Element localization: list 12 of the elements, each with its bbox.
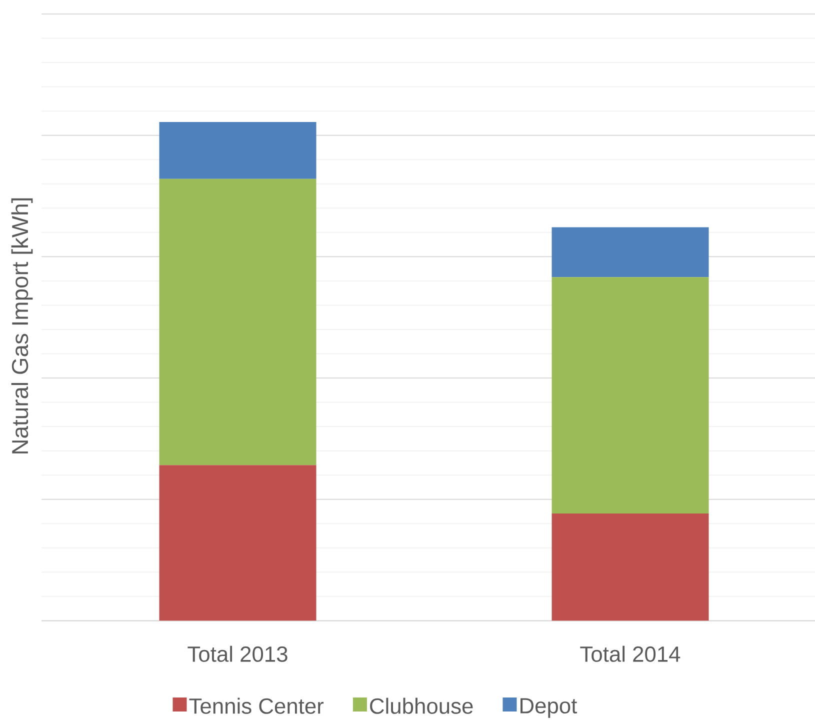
y-axis-title: Natural Gas Import [kWh]: [11, 198, 33, 454]
bar: [552, 277, 709, 514]
legend-label: Tennis Center: [189, 698, 324, 714]
bar: [552, 227, 709, 278]
legend-label: Depot: [520, 698, 578, 718]
bar: [552, 513, 709, 621]
legend-label: Clubhouse: [370, 698, 473, 714]
x-tick-label: Total 2014: [580, 646, 680, 662]
bar: [159, 465, 316, 621]
x-tick-label: Total 2013: [188, 646, 288, 662]
bar: [159, 178, 316, 466]
bar: [159, 122, 316, 179]
